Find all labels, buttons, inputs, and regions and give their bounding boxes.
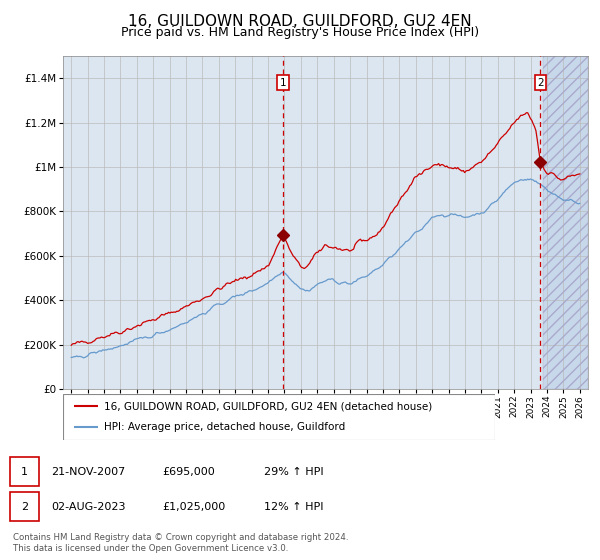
FancyBboxPatch shape (63, 394, 495, 440)
Text: 02-AUG-2023: 02-AUG-2023 (51, 502, 125, 512)
Text: 29% ↑ HPI: 29% ↑ HPI (264, 466, 323, 477)
Text: £1,025,000: £1,025,000 (162, 502, 225, 512)
Text: Price paid vs. HM Land Registry's House Price Index (HPI): Price paid vs. HM Land Registry's House … (121, 26, 479, 39)
Bar (543, 56, 588, 389)
Text: £695,000: £695,000 (162, 466, 215, 477)
Text: 12% ↑ HPI: 12% ↑ HPI (264, 502, 323, 512)
Text: 16, GUILDOWN ROAD, GUILDFORD, GU2 4EN (detached house): 16, GUILDOWN ROAD, GUILDFORD, GU2 4EN (d… (104, 401, 432, 411)
Text: 1: 1 (280, 78, 286, 88)
Text: Contains HM Land Registry data © Crown copyright and database right 2024.
This d: Contains HM Land Registry data © Crown c… (13, 533, 349, 553)
Text: 2: 2 (537, 78, 544, 88)
Text: 21-NOV-2007: 21-NOV-2007 (51, 466, 125, 477)
Text: 16, GUILDOWN ROAD, GUILDFORD, GU2 4EN: 16, GUILDOWN ROAD, GUILDFORD, GU2 4EN (128, 14, 472, 29)
Bar (543, 56, 588, 389)
Text: 1: 1 (21, 466, 28, 477)
Text: HPI: Average price, detached house, Guildford: HPI: Average price, detached house, Guil… (104, 422, 345, 432)
Text: 2: 2 (21, 502, 28, 512)
